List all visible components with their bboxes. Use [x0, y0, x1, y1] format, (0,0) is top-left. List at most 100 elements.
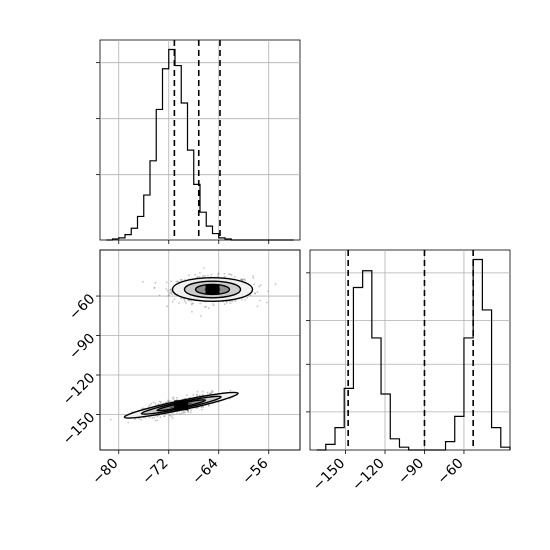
scatter-xtick-label-2: −64: [189, 455, 221, 487]
scatter-point: [256, 291, 259, 293]
scatter-point: [229, 389, 232, 392]
scatter-point: [170, 280, 173, 283]
top-histogram-quantiles: [173, 40, 221, 240]
scatter-point: [212, 304, 215, 307]
scatter-point: [199, 394, 201, 397]
scatter-point: [192, 393, 195, 396]
scatter-point: [252, 275, 254, 277]
scatter-point: [244, 299, 247, 301]
scatter-point: [168, 414, 171, 416]
right-histogram-yticks: [306, 272, 310, 413]
scatter-point: [259, 284, 262, 286]
top-histogram-yticks: [96, 62, 100, 176]
scatter-point: [216, 275, 219, 278]
scatter-point: [241, 278, 244, 281]
right-histogram-panel: −150 −120 −90 −60: [306, 249, 511, 495]
scatter-point: [190, 409, 193, 412]
scatter-point: [140, 418, 143, 421]
scatter-point: [171, 397, 174, 399]
scatter-point: [157, 403, 160, 406]
scatter-point: [233, 276, 236, 278]
scatter-point: [188, 274, 190, 277]
scatter-point: [188, 299, 190, 302]
scatter-point: [171, 300, 174, 303]
scatter-point: [166, 305, 169, 308]
scatter-point: [173, 298, 176, 301]
scatter-point: [231, 300, 234, 303]
scatter-point: [211, 391, 214, 394]
scatter-point: [201, 394, 204, 396]
scatter-point: [167, 295, 170, 297]
scatter-point: [223, 303, 226, 306]
scatter-point: [165, 281, 168, 284]
scatter-point: [217, 272, 220, 275]
scatter-point: [202, 274, 205, 277]
scatter-point: [259, 299, 261, 302]
scatter-point: [199, 302, 202, 305]
scatter-point: [163, 415, 166, 417]
scatter-point: [138, 417, 141, 420]
scatter-xtick-label-1: −72: [139, 456, 171, 488]
scatter-point: [148, 405, 151, 408]
scatter-point: [196, 390, 199, 393]
scatter-point: [191, 310, 193, 313]
scatter-point: [184, 411, 186, 414]
top-histogram-grid: [100, 40, 300, 244]
scatter-point: [266, 301, 268, 304]
scatter-point: [198, 394, 201, 397]
scatter-point: [229, 273, 232, 276]
scatter-point: [109, 418, 112, 421]
right-xtick-label-0: −150: [310, 456, 349, 495]
scatter-point: [154, 281, 157, 284]
scatter-point: [159, 416, 162, 419]
scatter-point: [156, 415, 159, 418]
scatter-point: [169, 288, 172, 291]
scatter-point: [165, 288, 168, 290]
scatter-point: [243, 278, 246, 281]
right-histogram-quantiles: [347, 250, 474, 450]
scatter-point: [181, 411, 184, 414]
scatter-point: [171, 417, 174, 419]
scatter-point: [208, 404, 211, 407]
scatter-point: [196, 393, 198, 396]
scatter-point: [244, 279, 247, 281]
scatter-point: [206, 391, 209, 394]
right-xtick-label-1: −120: [349, 456, 388, 495]
scatter-point: [169, 290, 172, 293]
scatter-point: [159, 400, 162, 403]
scatter-point: [234, 300, 237, 303]
scatter-point: [175, 396, 178, 399]
scatter-point: [267, 290, 269, 293]
scatter-point: [167, 400, 170, 403]
scatter-point: [168, 294, 170, 296]
scatter-point: [170, 292, 173, 294]
scatter-xtick-label-3: −56: [239, 455, 271, 487]
scatter-point: [169, 400, 171, 402]
scatter-point: [252, 277, 255, 279]
scatter-point: [202, 406, 205, 409]
scatter-ytick-label-2: −120: [60, 370, 99, 409]
scatter-point: [180, 297, 183, 300]
scatter-point: [169, 414, 172, 417]
scatter-point: [176, 280, 179, 282]
scatter-xtick-label-0: −80: [89, 456, 121, 488]
scatter-point: [253, 283, 256, 285]
scatter-point: [196, 394, 198, 397]
scatter-point: [149, 404, 151, 407]
scatter-point: [142, 281, 144, 283]
scatter-point: [207, 404, 210, 407]
scatter-point: [240, 278, 243, 281]
scatter-point: [194, 273, 197, 276]
scatter-point: [224, 275, 226, 278]
scatter-point: [167, 400, 170, 403]
scatter-point: [185, 302, 187, 304]
scatter-point: [190, 299, 192, 302]
scatter-frame-border: [99, 249, 301, 451]
scatter-point: [207, 274, 209, 277]
scatter-point: [180, 279, 183, 281]
top-histogram-panel: [96, 39, 301, 244]
scatter-point: [153, 287, 156, 289]
scatter-point: [154, 402, 157, 405]
scatter-ytick-label-0: −60: [66, 291, 98, 323]
scatter-point: [209, 392, 211, 395]
